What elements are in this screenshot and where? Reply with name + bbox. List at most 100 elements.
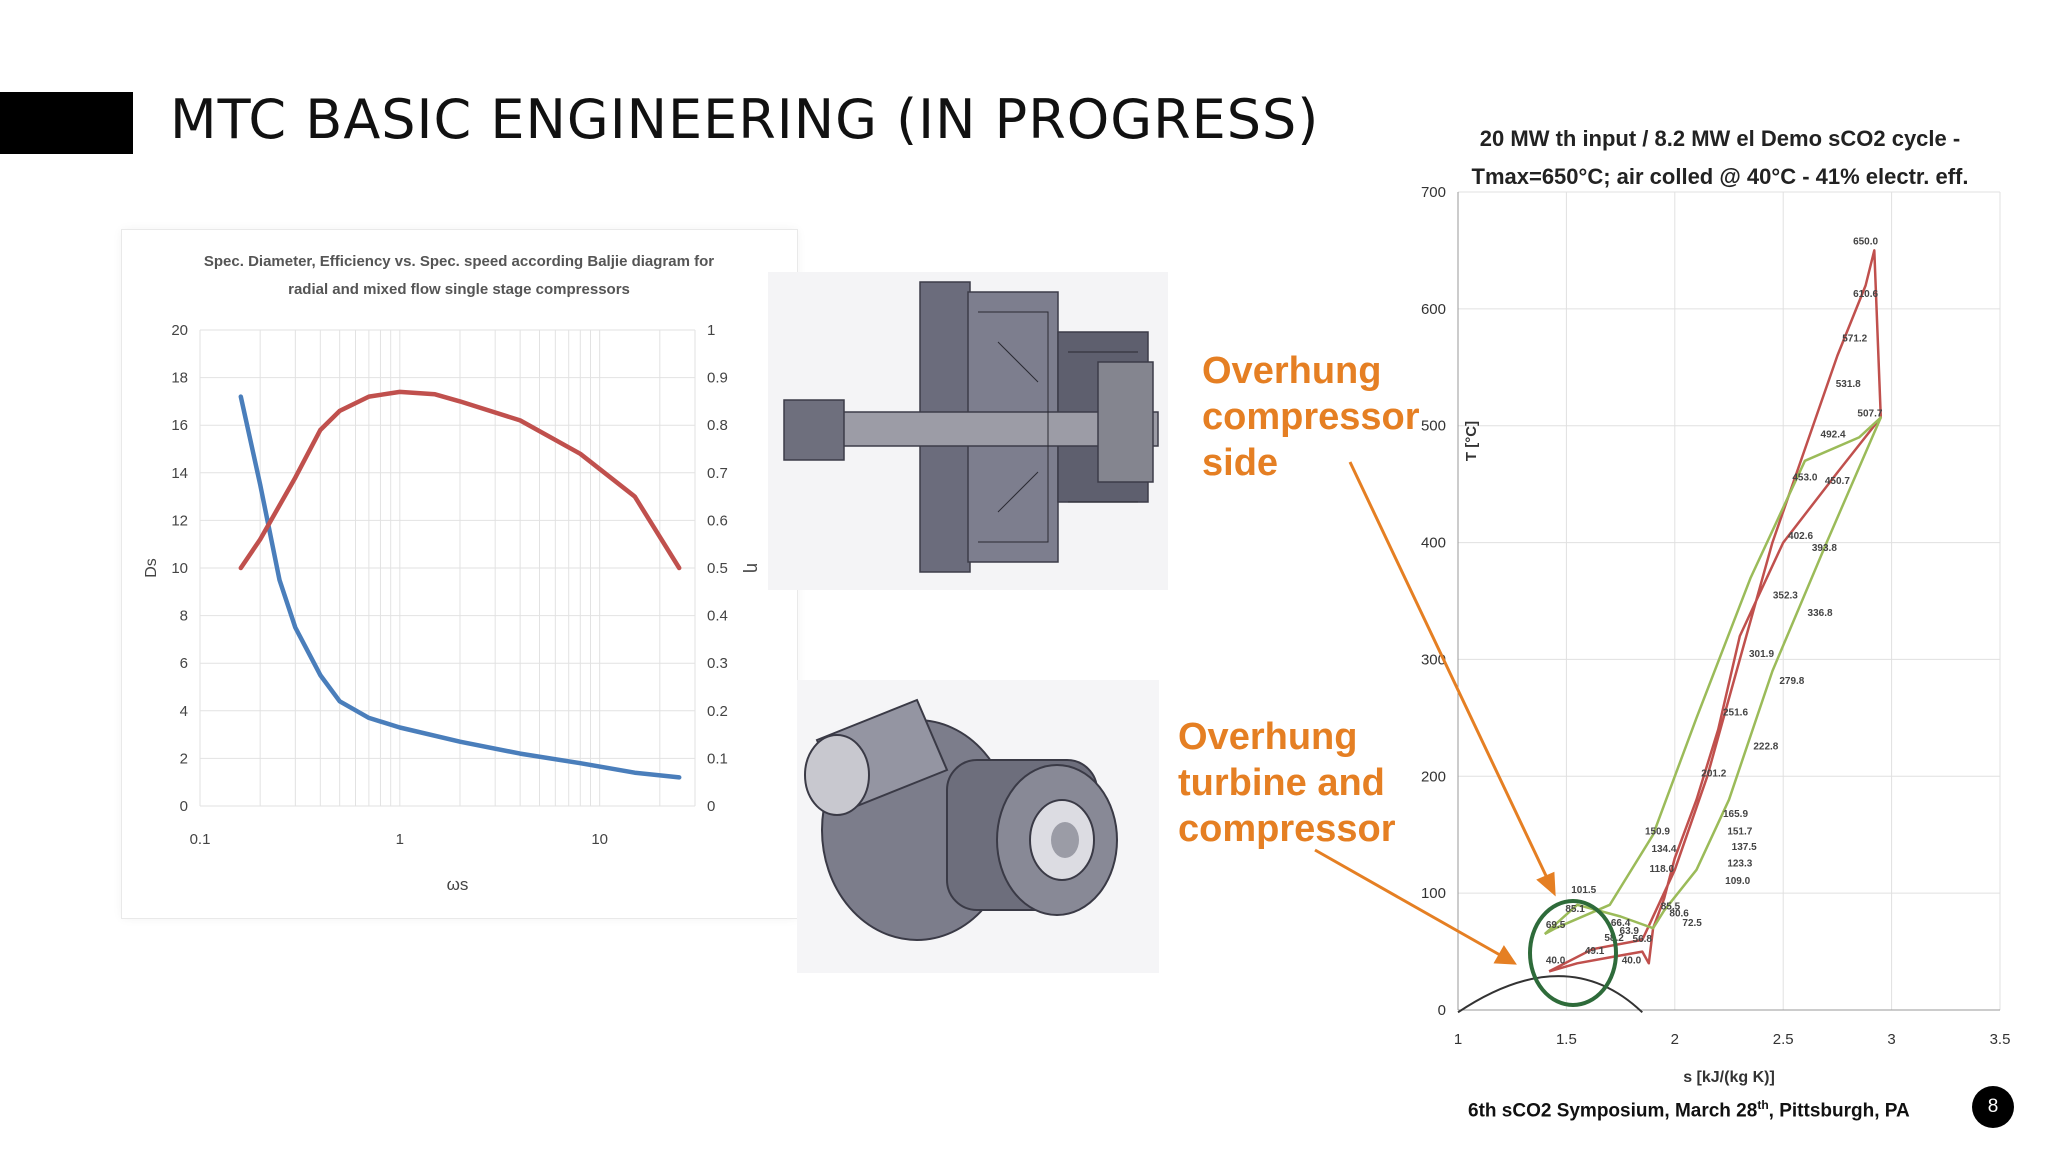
footer-sup: th <box>1757 1098 1769 1112</box>
chart2-point-label: 650.0 <box>1853 237 1878 248</box>
title-accent-bar <box>0 92 133 154</box>
chart1-ytick: 16 <box>171 417 188 434</box>
chart2-point-label: 453.0 <box>1792 473 1817 484</box>
chart2-point-label: 610.6 <box>1853 289 1878 300</box>
chart2-point-label: 507.7 <box>1857 408 1882 419</box>
chart1-ytick: 14 <box>171 465 188 482</box>
chart2-point-label: 80.6 <box>1669 909 1689 920</box>
chart2-ytick: 200 <box>1421 768 1446 785</box>
chart2-cycle-green <box>1543 416 1883 936</box>
highlight-circle <box>1528 899 1618 1007</box>
chart1-title-line: Spec. Diameter, Efficiency vs. Spec. spe… <box>204 253 714 270</box>
ts-diagram-svg: 20 MW th input / 8.2 MW el Demo sCO2 cyc… <box>1421 126 2011 1086</box>
chart1-title-line: radial and mixed flow single stage compr… <box>288 281 630 298</box>
chart2-point-label: 123.3 <box>1727 858 1752 869</box>
chart1-ytick: 12 <box>171 512 188 529</box>
chart2-point-label: 63.9 <box>1620 926 1640 937</box>
ts-diagram: 20 MW th input / 8.2 MW el Demo sCO2 cyc… <box>1400 110 2020 1090</box>
annotation-compressor: Overhung compressor side <box>1202 348 1420 486</box>
chart1-y2label: η <box>743 563 763 573</box>
chart2-point-label: 336.8 <box>1808 608 1833 619</box>
chart2-xtick: 2.5 <box>1773 1031 1794 1048</box>
chart2-point-label: 279.8 <box>1779 676 1804 687</box>
chart1-xlabel: ωs <box>447 875 469 894</box>
chart2-ytick: 100 <box>1421 885 1446 902</box>
annotation-turbine-line2: turbine and <box>1178 762 1385 804</box>
chart2-point-label: 151.7 <box>1727 827 1752 838</box>
chart1-y2tick: 0 <box>707 798 715 815</box>
chart2-xtick: 3 <box>1887 1031 1895 1048</box>
chart2-point-label: 49.1 <box>1585 946 1605 957</box>
chart2-point-label: 352.3 <box>1773 591 1798 602</box>
chart1-y2tick: 0.2 <box>707 703 728 720</box>
chart2-point-label: 571.2 <box>1842 334 1867 345</box>
chart2-point-label: 118.0 <box>1650 864 1675 875</box>
chart2-cycle-red <box>1548 249 1883 973</box>
chart1-ytick: 6 <box>180 655 188 672</box>
chart2-point-label: 85.5 <box>1661 902 1681 913</box>
chart2-point-label: 492.4 <box>1821 429 1846 440</box>
footer-tail: , Pittsburgh, PA <box>1768 1100 1910 1122</box>
chart2-point-label: 450.7 <box>1825 476 1850 487</box>
chart1-ylabel: Ds <box>143 558 160 578</box>
chart2-point-label: 109.0 <box>1725 876 1750 887</box>
arrow-compressor-head <box>1536 871 1556 897</box>
chart2-point-label: 69.5 <box>1546 920 1566 931</box>
footer-text: 6th sCO2 Symposium, March 28 <box>1468 1100 1758 1122</box>
annotation-compressor-line1: Overhung <box>1202 350 1382 392</box>
baljie-chart: Spec. Diameter, Efficiency vs. Spec. spe… <box>122 230 797 918</box>
chart1-y2tick: 0.3 <box>707 655 728 672</box>
chart1-y2tick: 0.9 <box>707 370 728 387</box>
arrow-compressor-line <box>1348 461 1550 881</box>
chart2-point-label: 101.5 <box>1571 885 1596 896</box>
arrow-turbine-line <box>1314 848 1501 957</box>
chart2-ytick: 0 <box>1438 1002 1446 1019</box>
chart1-ytick: 4 <box>180 703 188 720</box>
compressor-cross-section-image <box>768 272 1168 590</box>
chart2-point-label: 72.5 <box>1682 918 1702 929</box>
chart1-y2tick: 1 <box>707 322 715 339</box>
chart1-ytick: 18 <box>171 370 188 387</box>
chart1-y2tick: 0.1 <box>707 750 728 767</box>
chart2-point-label: 402.6 <box>1788 531 1813 542</box>
chart2-point-label: 134.4 <box>1651 844 1676 855</box>
chart2-ytick: 500 <box>1421 418 1446 435</box>
chart2-point-label: 201.2 <box>1701 768 1726 779</box>
arrow-turbine-head <box>1493 945 1517 965</box>
chart2-point-label: 251.6 <box>1723 708 1748 719</box>
chart1-xtick: 0.1 <box>190 831 211 848</box>
chart2-xtick: 1 <box>1454 1031 1462 1048</box>
annotation-turbine-line3: compressor <box>1178 808 1396 850</box>
chart2-point-label: 137.5 <box>1732 842 1757 853</box>
chart2-point-label: 66.4 <box>1611 918 1631 929</box>
chart1-ytick: 10 <box>171 560 188 577</box>
chart2-point-label: 85.1 <box>1565 904 1585 915</box>
chart2-point-label: 222.8 <box>1753 741 1778 752</box>
chart2-point-label: 40.0 <box>1622 955 1642 966</box>
chart2-point-label: 393.8 <box>1812 543 1837 554</box>
chart1-eta-line <box>238 389 682 571</box>
chart1-y2tick: 0.5 <box>707 560 728 577</box>
chart2-point-label: 531.8 <box>1836 379 1861 390</box>
annotation-turbine: Overhung turbine and compressor <box>1178 714 1396 852</box>
chart2-point-label: 165.9 <box>1723 809 1748 820</box>
chart2-point-label: 301.9 <box>1749 649 1774 660</box>
chart2-point-label: 56.8 <box>1633 934 1653 945</box>
chart1-ytick: 0 <box>180 798 188 815</box>
footer: 6th sCO2 Symposium, March 28th, Pittsbur… <box>1468 1098 1910 1122</box>
chart1-ytick: 20 <box>171 322 188 339</box>
chart1-y2tick: 0.8 <box>707 417 728 434</box>
annotation-compressor-line3: side <box>1202 442 1279 484</box>
chart1-ytick: 2 <box>180 750 188 767</box>
chart1-y2tick: 0.4 <box>707 608 728 625</box>
chart2-ytick: 700 <box>1421 184 1446 201</box>
chart2-saturation-dome <box>1457 975 1643 1014</box>
slide-title: MTC BASIC ENGINEERING (IN PROGRESS) <box>170 88 1320 151</box>
chart2-xtick: 1.5 <box>1556 1031 1577 1048</box>
chart2-xlabel: s [kJ/(kg K)] <box>1683 1069 1775 1086</box>
chart2-ytick: 300 <box>1421 651 1446 668</box>
chart2-title-line: 20 MW th input / 8.2 MW el Demo sCO2 cyc… <box>1480 126 1960 151</box>
chart2-xtick: 3.5 <box>1990 1031 2011 1048</box>
chart1-y2tick: 0.7 <box>707 465 728 482</box>
